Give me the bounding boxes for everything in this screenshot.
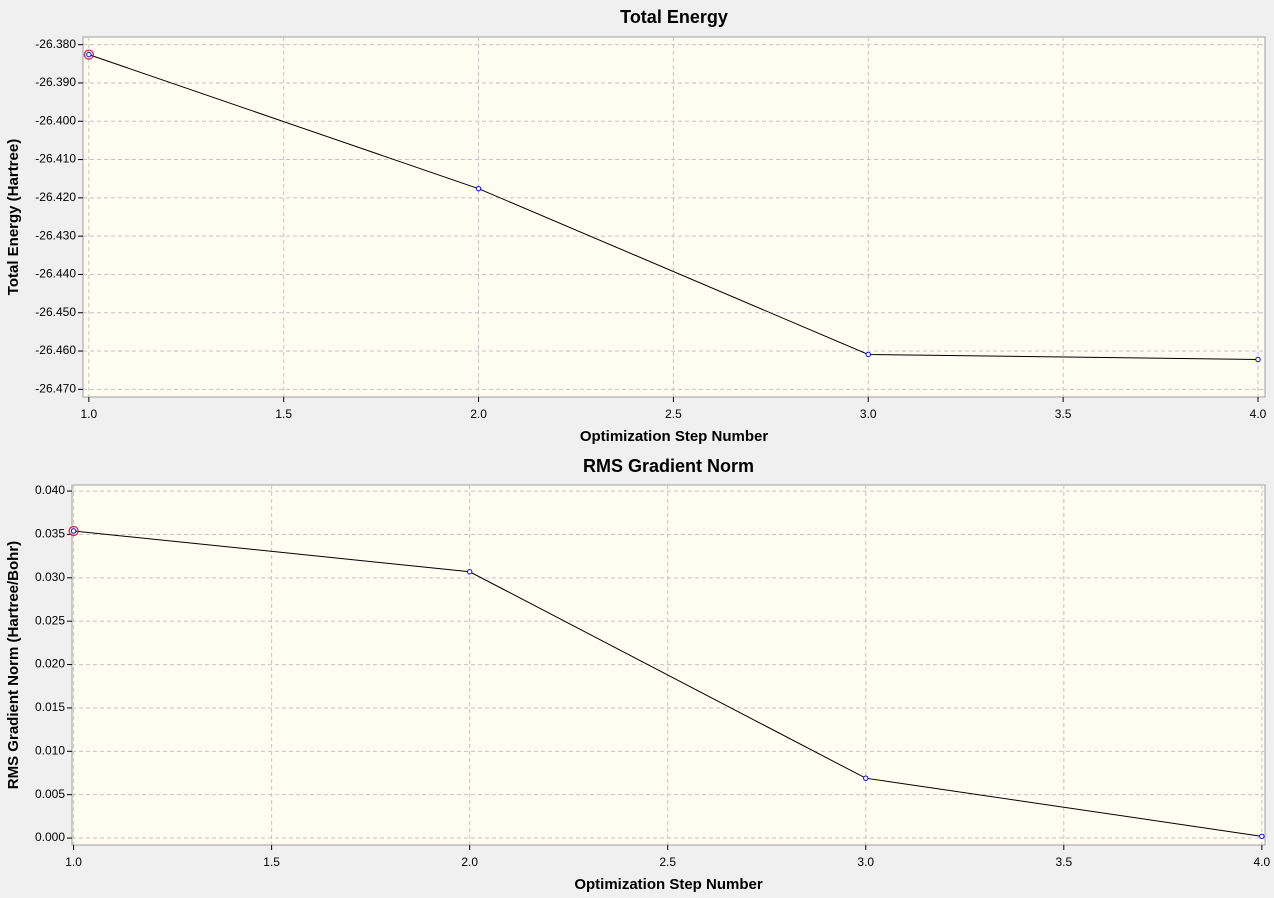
x-tick-label: 3.5 — [1055, 855, 1072, 869]
x-tick-label: 2.0 — [470, 407, 487, 421]
y-tick-label: 0.030 — [35, 570, 65, 584]
y-tick-label: -26.410 — [35, 152, 76, 166]
y-tick-label: -26.440 — [35, 267, 76, 281]
plot-area — [82, 36, 1266, 398]
x-tick-label: 1.0 — [81, 407, 98, 421]
x-tick-label: 2.5 — [665, 407, 682, 421]
y-tick-label: 0.025 — [35, 613, 65, 627]
y-tick-label: 0.000 — [35, 830, 65, 844]
x-axis-label: Optimization Step Number — [574, 876, 763, 893]
x-tick-label: 2.0 — [461, 855, 478, 869]
data-point — [86, 51, 92, 58]
y-tick-label: -26.380 — [35, 37, 76, 51]
y-tick-label: 0.005 — [35, 787, 65, 801]
y-tick-label: -26.450 — [35, 305, 76, 319]
y-tick-label: -26.430 — [35, 228, 76, 242]
y-tick-label: -26.390 — [35, 75, 76, 89]
data-point — [70, 528, 77, 534]
selected-point-ring — [83, 49, 94, 60]
y-tick-label: 0.010 — [35, 743, 65, 757]
selected-point-ring — [68, 525, 79, 537]
data-point — [865, 351, 871, 358]
y-axis-label: RMS Gradient Norm (Hartree/Bohr) — [5, 541, 22, 789]
chart-title: Total Energy — [620, 7, 728, 27]
y-axis-label: Total Energy (Hartree) — [5, 139, 22, 295]
x-tick-label: 2.5 — [659, 855, 676, 869]
x-tick-label: 3.0 — [857, 855, 874, 869]
x-tick-label: 4.0 — [1250, 407, 1267, 421]
x-tick-label: 3.5 — [1055, 407, 1072, 421]
y-tick-label: -26.460 — [35, 343, 76, 357]
x-axis-label: Optimization Step Number — [580, 428, 769, 445]
x-tick-label: 3.0 — [860, 407, 877, 421]
x-tick-label: 4.0 — [1253, 855, 1270, 869]
y-tick-label: 0.020 — [35, 657, 65, 671]
y-tick-label: 0.015 — [35, 700, 65, 714]
data-point — [466, 569, 473, 575]
y-tick-label: 0.040 — [35, 483, 65, 497]
data-point — [475, 185, 482, 192]
data-line — [88, 54, 1258, 360]
data-point — [1259, 833, 1265, 840]
data-point — [1255, 356, 1261, 363]
x-tick-label: 1.5 — [275, 407, 292, 421]
data-line — [73, 530, 1262, 837]
y-tick-label: -26.400 — [35, 113, 76, 127]
y-tick-label: -26.470 — [35, 382, 76, 396]
x-tick-label: 1.5 — [263, 855, 280, 869]
data-point — [863, 775, 869, 781]
x-tick-label: 1.0 — [65, 855, 82, 869]
y-tick-label: -26.420 — [35, 190, 76, 204]
chart-title: RMS Gradient Norm — [583, 456, 754, 476]
y-tick-label: 0.035 — [35, 527, 65, 541]
